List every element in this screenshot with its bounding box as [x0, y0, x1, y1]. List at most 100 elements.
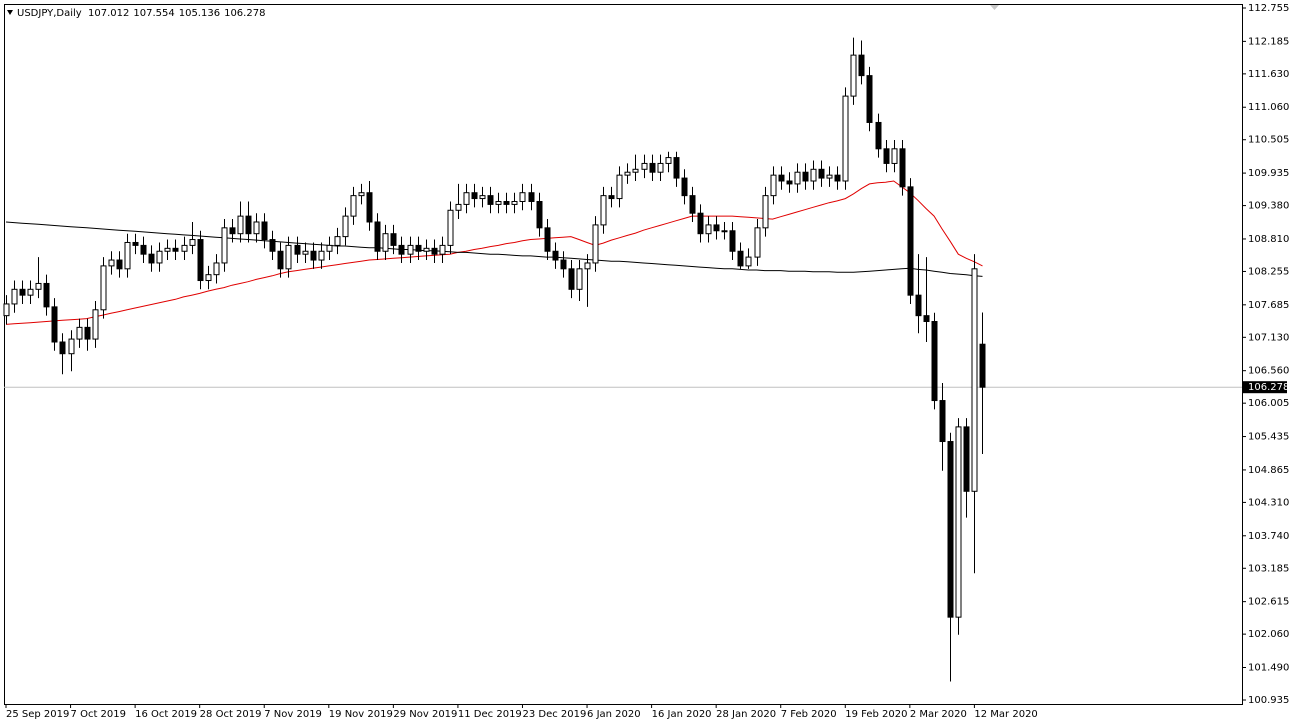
candle-body — [366, 192, 373, 223]
y-tick-label: 112.185 — [1248, 36, 1289, 47]
shift-marker — [990, 5, 999, 10]
y-tick-label: 104.310 — [1248, 497, 1289, 508]
candle-body — [544, 227, 551, 252]
moving-average — [5, 221, 983, 277]
candle-body — [923, 315, 930, 323]
y-tick-label: 102.615 — [1248, 597, 1289, 608]
candle-body — [858, 54, 865, 77]
y-tick-label: 106.005 — [1248, 398, 1289, 409]
candle-body — [624, 171, 631, 176]
candle-body — [358, 192, 365, 197]
candle-body — [116, 259, 123, 270]
x-tick-label: 28 Oct 2019 — [200, 709, 262, 720]
y-tick-label: 107.130 — [1248, 332, 1289, 343]
candle-body — [479, 195, 486, 200]
candle-body — [108, 259, 115, 267]
candle-body — [269, 239, 276, 252]
candles — [3, 37, 986, 682]
candle-body — [931, 321, 938, 402]
candle-body — [181, 244, 188, 252]
candle-body — [568, 268, 575, 290]
y-tick-label: 110.505 — [1248, 135, 1289, 146]
y-tick-label: 100.935 — [1248, 695, 1289, 706]
x-tick-label: 7 Oct 2019 — [71, 709, 126, 720]
candle-body — [35, 282, 42, 290]
y-tick-label: 107.685 — [1248, 300, 1289, 311]
candle-body — [229, 227, 236, 235]
x-tick-label: 16 Jan 2020 — [652, 709, 712, 720]
candle-body — [875, 121, 882, 150]
candle-body — [616, 174, 623, 200]
candle-body — [221, 227, 228, 264]
candle-body — [285, 244, 292, 270]
x-tick-label: 6 Jan 2020 — [587, 709, 641, 720]
candle-body — [415, 244, 422, 252]
candle-body — [511, 200, 518, 205]
candle-body — [310, 250, 317, 261]
candle-body — [19, 288, 26, 296]
candle-body — [189, 239, 196, 246]
candle-body — [68, 338, 75, 355]
candle-body — [883, 148, 890, 164]
candle-body — [778, 174, 785, 182]
candle-body — [374, 221, 381, 252]
candle-body — [754, 227, 761, 258]
candle-body — [608, 195, 615, 200]
candle-body — [487, 195, 494, 205]
candle-body — [681, 177, 688, 197]
candle-body — [519, 192, 526, 202]
candle-body — [334, 236, 341, 246]
candle-body — [197, 239, 204, 282]
candle-body — [172, 247, 179, 252]
candle-body — [495, 200, 502, 205]
x-tick-label: 16 Oct 2019 — [135, 709, 197, 720]
candle-body — [164, 247, 171, 252]
candle-body — [786, 180, 793, 185]
candle-body — [818, 168, 825, 179]
candle-body — [721, 230, 728, 233]
candle-body — [955, 426, 962, 618]
y-tick-label: 108.255 — [1248, 266, 1289, 277]
candle-body — [891, 148, 898, 164]
candle-body — [826, 174, 833, 179]
candle-body — [84, 326, 91, 340]
candle-body — [302, 250, 309, 255]
candle-body — [205, 274, 212, 282]
candle-body — [342, 215, 349, 238]
candle-body — [455, 203, 462, 211]
x-tick-label: 7 Nov 2019 — [264, 709, 322, 720]
candle-body — [802, 171, 809, 182]
moving-average — [5, 180, 983, 325]
candle-body — [649, 162, 656, 173]
candle-body — [245, 215, 252, 235]
candle-body — [737, 250, 744, 267]
candle-body — [59, 341, 66, 355]
y-tick-label: 109.935 — [1248, 168, 1289, 179]
candle-body — [834, 174, 841, 182]
candle-body — [866, 75, 873, 123]
candle-body — [947, 441, 954, 618]
candle-body — [810, 168, 817, 182]
y-tick-label: 108.810 — [1248, 234, 1289, 245]
header-low: 105.136 — [179, 8, 220, 19]
candle-body — [503, 200, 510, 205]
y-tick-label: 101.490 — [1248, 663, 1289, 674]
x-tick-label: 25 Sep 2019 — [6, 709, 69, 720]
candle-body — [713, 224, 720, 232]
candle-body — [431, 247, 438, 255]
y-tick-label: 112.755 — [1248, 3, 1289, 14]
candle-body — [552, 250, 559, 261]
x-tick-label: 2 Mar 2020 — [910, 709, 967, 720]
candle-body — [689, 195, 696, 214]
candle-body — [794, 171, 801, 185]
candle-body — [439, 244, 446, 255]
candle-body — [850, 54, 857, 97]
candle-body — [27, 288, 34, 296]
menu-arrow[interactable] — [7, 10, 13, 15]
candle-body — [729, 230, 736, 252]
candle-body — [560, 259, 567, 270]
candle-body — [156, 250, 163, 264]
candle-body — [148, 253, 155, 264]
candle-body — [528, 192, 535, 202]
candle-body — [76, 326, 83, 340]
